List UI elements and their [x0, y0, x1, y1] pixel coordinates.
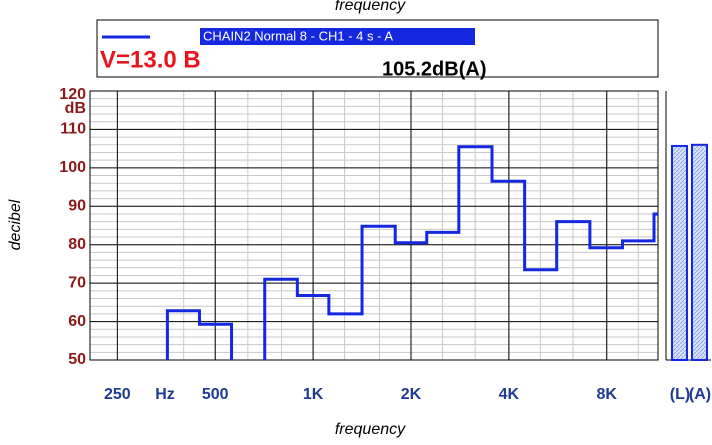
annotation: V=13.0 B: [100, 46, 201, 73]
y-tick-label: 120: [59, 86, 86, 103]
legend-highlight: [200, 28, 475, 45]
step-line: [263, 145, 658, 360]
y-tick-label: 50: [68, 351, 86, 368]
top-title: frequency: [335, 0, 406, 14]
y-tick-label: 100: [59, 159, 86, 176]
y-tick-label: 60: [68, 313, 86, 330]
x-tick-label: 8K: [597, 386, 618, 403]
y-tick-label: 80: [68, 236, 86, 253]
y-tick-label: 70: [68, 274, 86, 291]
x-tick-label: 2K: [401, 386, 422, 403]
total-label: 105.2dB(A): [382, 58, 486, 80]
side-bar: [671, 144, 688, 361]
x-tick-label: 4K: [499, 386, 520, 403]
x-tick-label: 500: [202, 386, 229, 403]
step-line: [165, 309, 234, 360]
x-unit: Hz: [155, 386, 175, 403]
x-axis-label: frequency: [335, 421, 406, 438]
side-bar: [691, 143, 708, 361]
legend-label: CHAIN2 Normal 8 - CH1 - 4 s - A: [203, 28, 393, 43]
y-tick-label: 110: [60, 121, 86, 138]
y-axis-label: decibel: [7, 199, 24, 250]
y-unit: dB: [65, 100, 86, 117]
side-label: (A): [689, 386, 711, 403]
side-label: (L): [670, 386, 690, 403]
y-tick-label: 90: [68, 198, 86, 215]
plot-frame: [89, 90, 659, 361]
x-tick-label: 1K: [303, 386, 324, 403]
x-tick-label: 250: [104, 386, 131, 403]
